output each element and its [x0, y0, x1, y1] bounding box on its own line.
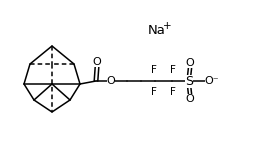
Text: O: O	[93, 57, 101, 67]
Text: S: S	[185, 74, 193, 87]
Text: O⁻: O⁻	[205, 76, 219, 86]
Text: +: +	[163, 21, 172, 31]
Text: F: F	[151, 65, 157, 75]
Text: F: F	[170, 87, 176, 97]
Text: F: F	[151, 87, 157, 97]
Text: O: O	[107, 76, 115, 86]
Text: Na: Na	[148, 24, 166, 37]
Text: O: O	[186, 94, 194, 104]
Text: F: F	[170, 65, 176, 75]
Text: O: O	[186, 58, 194, 68]
